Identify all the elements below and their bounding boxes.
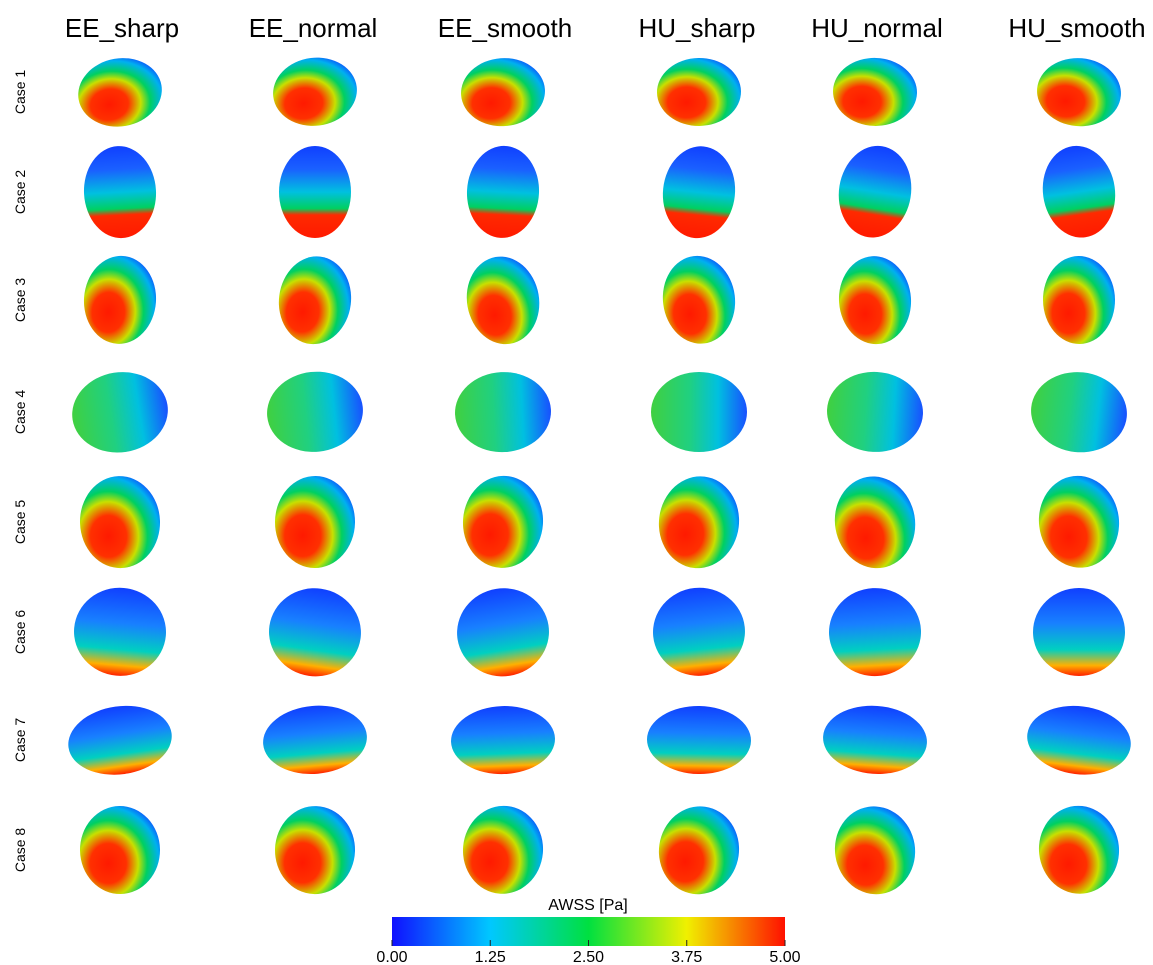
colorbar-tick-label: 5.00 (769, 949, 800, 965)
aneurysm-render (274, 252, 356, 348)
aneurysm-render (279, 146, 351, 238)
aneurysm-render (269, 53, 361, 131)
aneurysm-render (273, 805, 356, 896)
aneurysm-render (836, 254, 914, 347)
colorbar-tick-label: 3.75 (671, 949, 702, 965)
aneurysm-render (263, 367, 367, 457)
aneurysm-render (653, 801, 744, 899)
aneurysm-render (828, 470, 923, 574)
aneurysm-render (829, 801, 922, 900)
aneurysm-render (1035, 802, 1124, 898)
aneurysm-render (79, 805, 161, 894)
column-header: HU_normal (811, 13, 943, 43)
aneurysm-render (656, 57, 741, 126)
aneurysm-render (827, 586, 923, 679)
aneurysm-render (70, 584, 169, 680)
row-label: Case 8 (12, 828, 28, 873)
figure: EE_sharp EE_normal EE_smooth HU_sharp HU_nor… (0, 0, 1153, 965)
aneurysm-render (1042, 255, 1116, 344)
aneurysm-render (451, 582, 556, 683)
aneurysm-render (64, 699, 176, 781)
row-label: Case 7 (12, 718, 28, 763)
aneurysm-render (263, 582, 366, 682)
aneurysm-render (1023, 700, 1135, 780)
colorbar-title: AWSS [Pa] (548, 897, 627, 914)
column-header: EE_normal (249, 13, 378, 43)
aneurysm-render (459, 55, 548, 129)
aneurysm-render (654, 472, 745, 573)
aneurysm-render (651, 372, 747, 452)
aneurysm-render (1034, 471, 1125, 572)
aneurysm-render (78, 475, 161, 570)
aneurysm-render (1034, 55, 1124, 130)
aneurysm-render (274, 475, 356, 568)
colorbar-tick-label: 0.00 (376, 949, 407, 965)
aneurysm-render (832, 56, 918, 127)
aneurysm-render (73, 52, 168, 134)
row-label: Case 2 (12, 170, 28, 215)
column-header: EE_smooth (438, 13, 572, 43)
aneurysm-render (81, 253, 159, 346)
column-header: HU_sharp (638, 13, 755, 43)
aneurysm-render (460, 251, 546, 350)
colorbar-tick-label: 1.25 (475, 949, 506, 965)
aneurysm-render (821, 702, 929, 777)
row-label: Case 6 (12, 610, 28, 655)
aneurysm-render (82, 144, 159, 240)
aneurysm-render (658, 252, 740, 348)
aneurysm-render (1027, 367, 1131, 457)
column-header: EE_sharp (65, 13, 179, 43)
aneurysm-render (832, 141, 918, 243)
aneurysm-render (66, 365, 173, 459)
row-label: Case 3 (12, 278, 28, 323)
colorbar-tick-label: 2.50 (573, 949, 604, 965)
aneurysm-render (825, 369, 925, 454)
renders (64, 52, 1135, 900)
aneurysm-render (658, 143, 739, 242)
aneurysm-render (460, 473, 546, 570)
row-label: Case 1 (12, 70, 28, 115)
column-header: HU_smooth (1008, 13, 1145, 43)
aneurysm-render (260, 701, 370, 778)
aneurysm-render (459, 803, 546, 898)
aneurysm-render (1033, 588, 1125, 676)
aneurysm-render (450, 704, 556, 776)
aneurysm-render (649, 583, 750, 680)
aneurysm-render (465, 144, 542, 240)
labels: EE_sharp EE_normal EE_smooth HU_sharp HU_nor… (12, 13, 1146, 872)
aneurysm-render (453, 370, 553, 455)
row-label: Case 5 (12, 500, 28, 545)
aneurysm-render (1037, 141, 1121, 242)
aneurysm-render (646, 705, 751, 775)
row-label: Case 4 (12, 390, 28, 435)
